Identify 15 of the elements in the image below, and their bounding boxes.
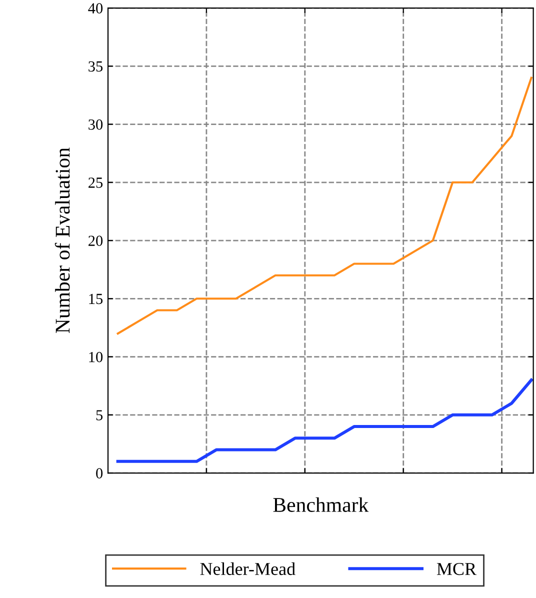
y-tick-label: 10 (89, 352, 103, 362)
y-tick-label: 5 (96, 410, 103, 420)
y-tick-label: 20 (88, 236, 103, 246)
line-series (116, 76, 532, 335)
y-tick-label: 25 (88, 178, 103, 188)
line-series (116, 378, 533, 463)
y-tick-label: 35 (88, 61, 103, 72)
y-tick-label: 30 (88, 119, 103, 130)
y-tick-label: 40 (88, 3, 103, 14)
x-axis-title: Benchmark (273, 497, 369, 512)
y-axis-title: Number of Evaluation (54, 148, 70, 334)
y-tick-label: 0 (96, 468, 103, 478)
legend-label: Nelder-Mead (200, 562, 296, 576)
y-tick-label: 15 (89, 294, 103, 304)
legend-label: MCR (436, 562, 477, 576)
